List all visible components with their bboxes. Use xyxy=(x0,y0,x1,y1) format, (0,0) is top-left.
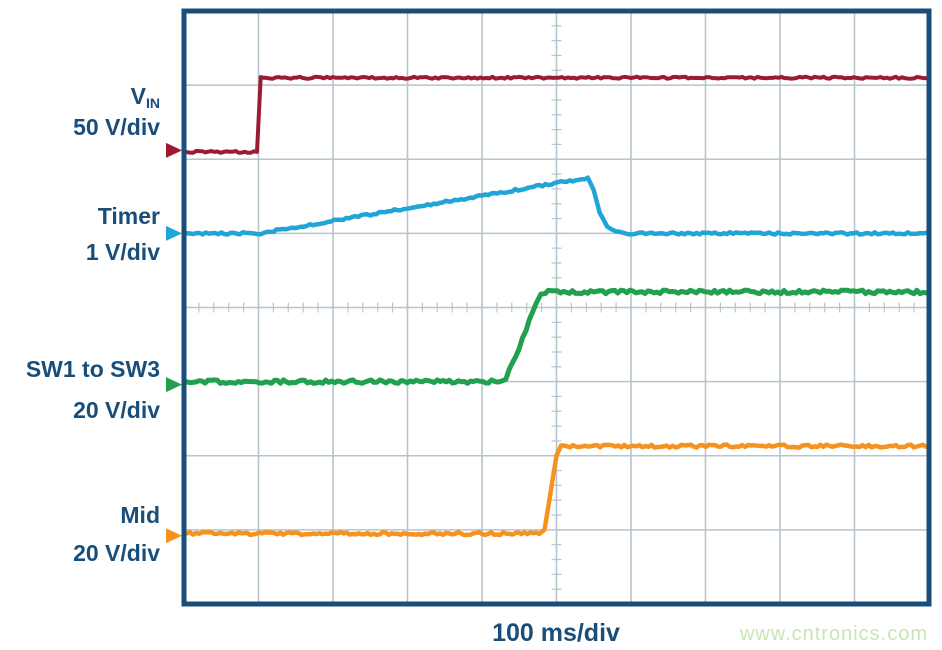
channel-sw-name: SW1 to SW3 xyxy=(25,356,160,382)
trace-sw1-to-sw3 xyxy=(181,287,932,386)
trace-vin xyxy=(182,74,931,155)
ref-marker-sw1-to-sw3 xyxy=(166,377,182,393)
channel-timer-name: Timer xyxy=(97,203,160,229)
plot-border xyxy=(181,8,932,607)
channel-vin-name: VIN xyxy=(0,85,160,115)
channel-vin-name-text: V xyxy=(130,83,146,109)
ref-marker-mid xyxy=(166,528,182,544)
ref-marker-vin xyxy=(166,142,182,158)
timebase-label: 100 ms/div xyxy=(492,619,620,647)
channel-timer-scale: 1 V/div xyxy=(85,239,160,265)
trace-mid xyxy=(181,442,932,538)
trace-timer xyxy=(181,175,932,237)
channel-mid-scale: 20 V/div xyxy=(73,540,160,566)
channel-vin-name-subscript: IN xyxy=(146,95,160,111)
channel-vin-scale: 50 V/div xyxy=(73,114,160,140)
channel-sw-scale: 20 V/div xyxy=(73,397,160,423)
watermark: www.cntronics.com xyxy=(739,623,928,645)
channel-mid-name: Mid xyxy=(120,502,160,528)
ref-marker-timer xyxy=(166,225,182,241)
